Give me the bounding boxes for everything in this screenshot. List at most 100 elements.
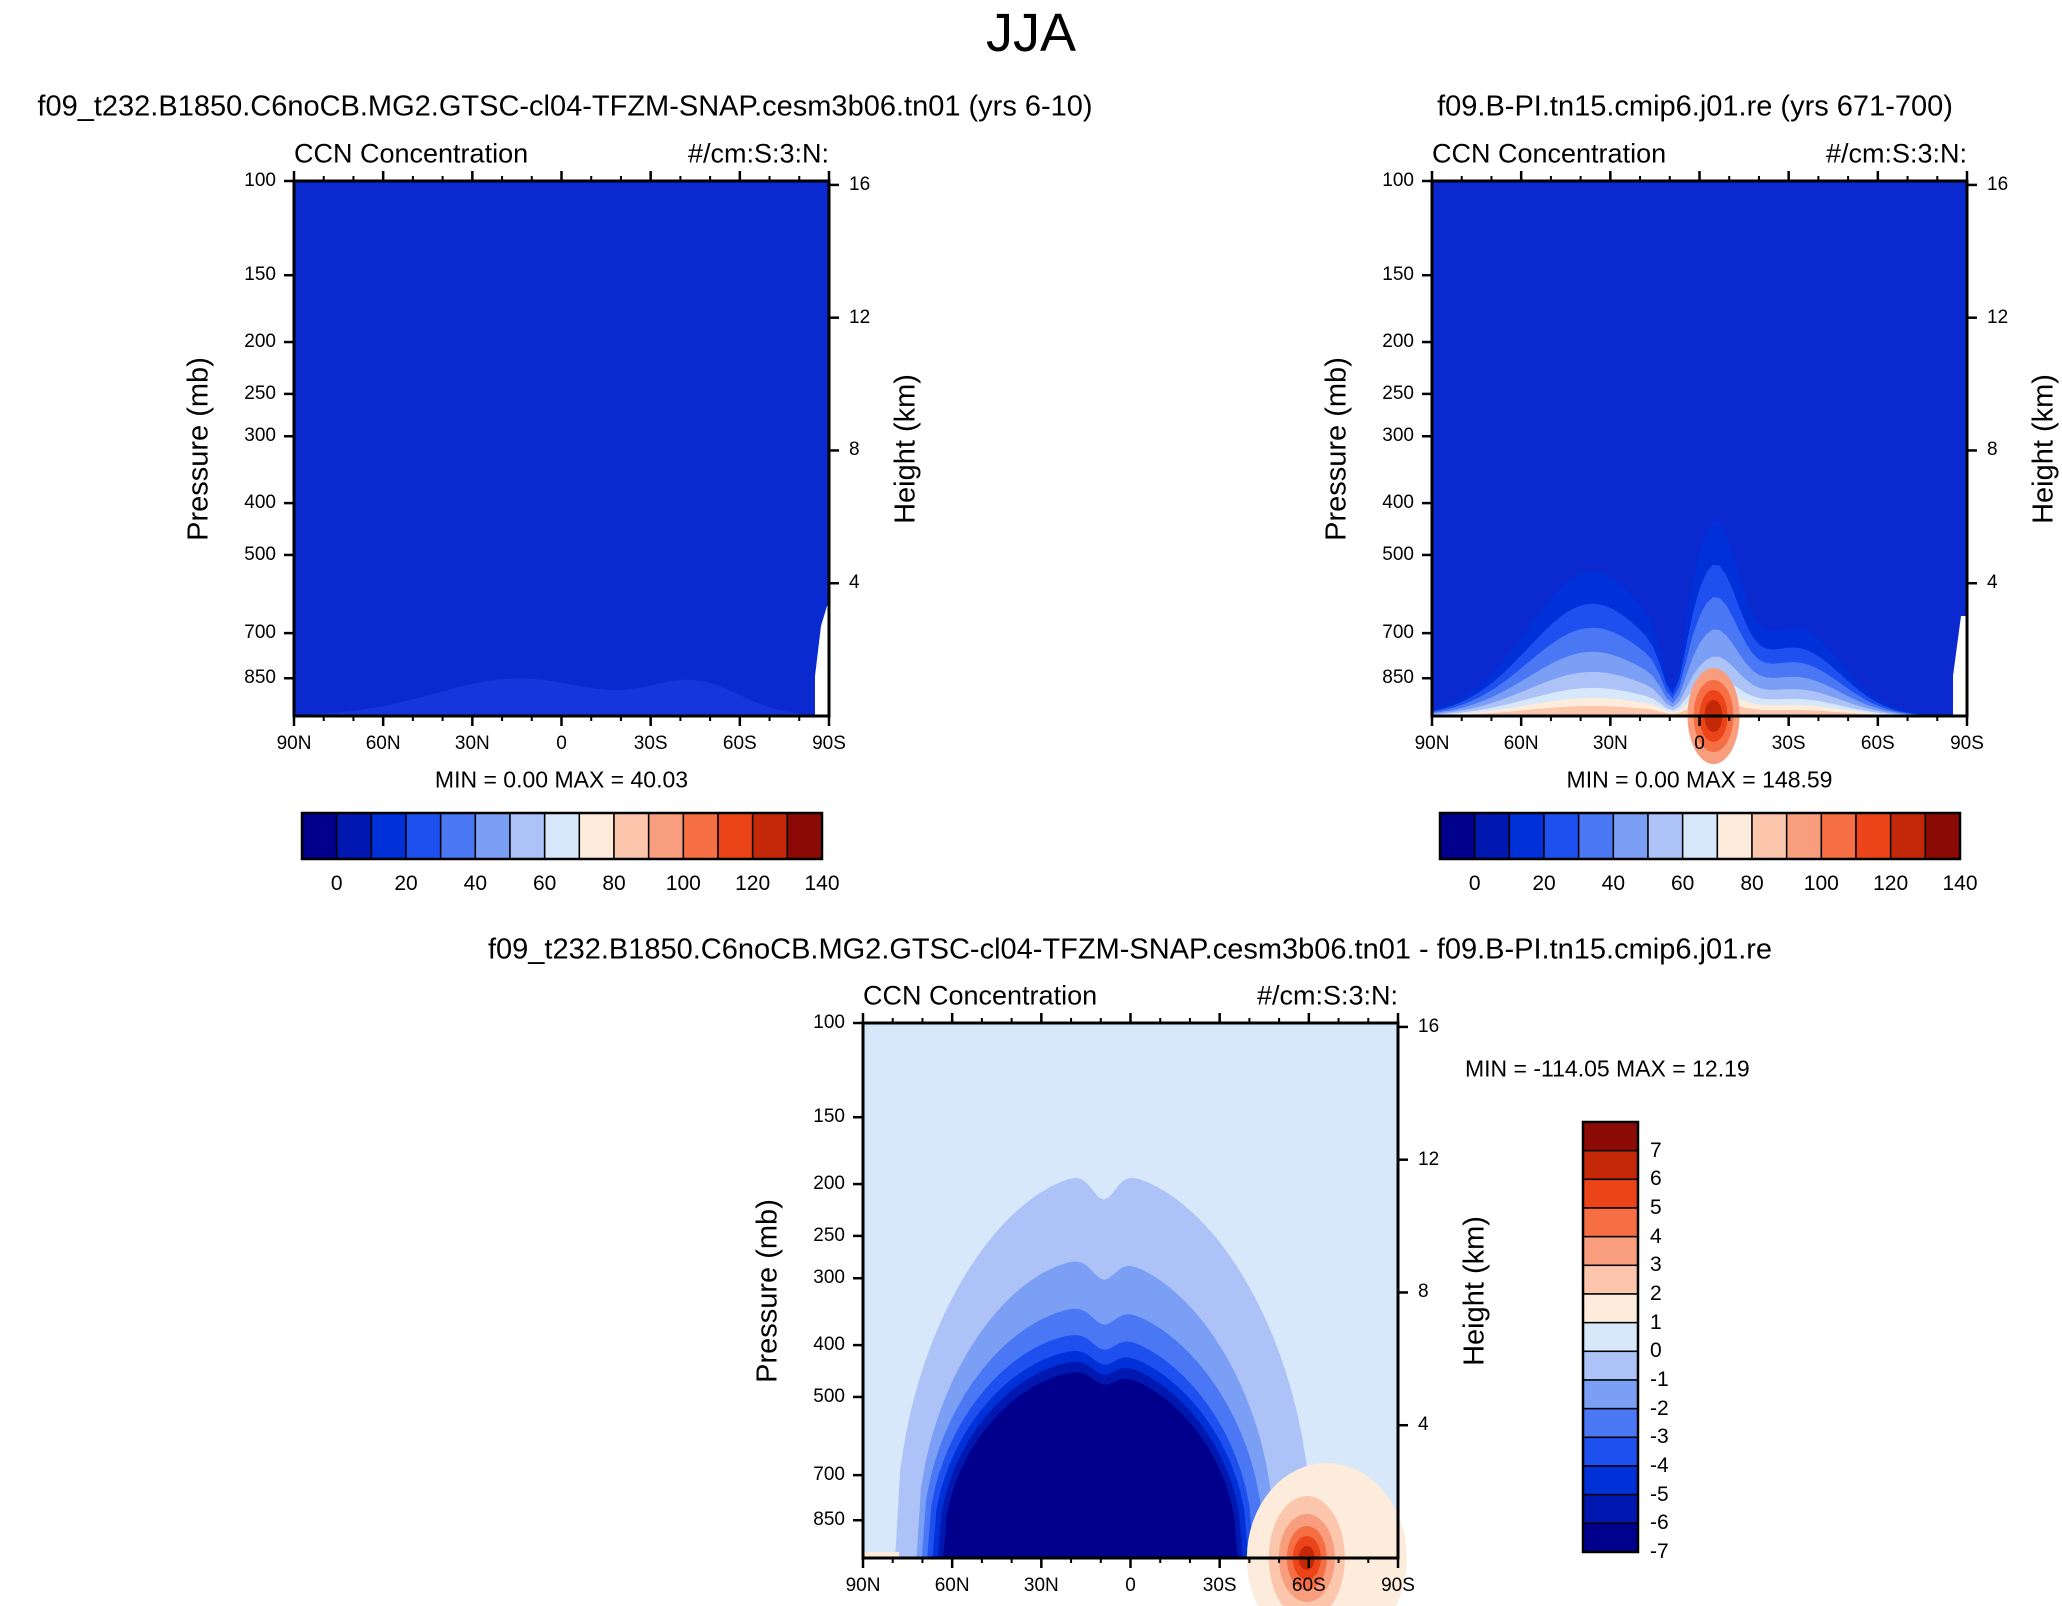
colorbar-box [1473, 812, 1511, 860]
colorbar-label: 80 [1740, 872, 1764, 895]
colorbar-box [578, 812, 615, 860]
season-title: JJA [985, 3, 1077, 63]
colorbar-label: 3 [1650, 1253, 1662, 1277]
y-tick-label: 400 [244, 492, 276, 514]
colorbar-label: 20 [394, 872, 418, 895]
y2-tick-label: 12 [849, 306, 871, 328]
x-tick-label: 60N [934, 1575, 970, 1596]
y2-tick-label: 16 [849, 173, 871, 195]
y-axis-label: Pressure (mb) [751, 1198, 784, 1383]
y-tick-label: 850 [244, 667, 276, 689]
minmax-label: MIN = 0.00 MAX = 40.03 [434, 766, 689, 793]
right-string: #/cm:S:3:N: [687, 138, 829, 169]
y2-tick-label: 16 [1418, 1015, 1440, 1037]
axes-layer [284, 171, 1977, 1568]
x-tick-label: 30N [1023, 1575, 1059, 1596]
colorbar-box [1577, 812, 1615, 860]
y-tick-label: 250 [813, 1224, 845, 1246]
x-tick-label: 30N [1592, 733, 1628, 754]
y-tick-label: 100 [244, 170, 276, 191]
left-string: CCN Concentration [863, 980, 1098, 1011]
colorbar-box [1582, 1149, 1639, 1181]
colorbar-box [1582, 1379, 1639, 1410]
y-tick-label: 250 [1382, 382, 1414, 404]
colorbar-box [1681, 812, 1719, 860]
panel-title: f09.B-PI.tn15.cmip6.j01.re (yrs 671-700) [1437, 90, 1953, 123]
y-tick-label: 500 [1382, 543, 1414, 565]
colorbar-box [1582, 1321, 1639, 1353]
x-tick-label: 90N [845, 1575, 881, 1596]
p3-nh-surface-band [863, 1552, 899, 1558]
y2-tick-label: 8 [1418, 1281, 1429, 1303]
colorbar-box [1543, 812, 1580, 860]
colorbar-box [405, 812, 442, 860]
y-tick-label: 400 [1382, 492, 1414, 514]
colorbar-label: 5 [1650, 1196, 1662, 1219]
colorbar-box [1582, 1121, 1639, 1152]
colorbar-box [717, 812, 754, 860]
y2-axis-label: Height (km) [2027, 373, 2060, 524]
colorbar-box [1716, 812, 1753, 860]
colorbar-box [1439, 812, 1476, 860]
y-tick-label: 100 [1382, 170, 1414, 191]
colorbar-box [613, 812, 650, 860]
left-string: CCN Concentration [294, 138, 529, 169]
y-tick-label: 850 [1382, 667, 1414, 689]
colorbar-box [439, 812, 477, 860]
colorbar-label: -2 [1650, 1396, 1669, 1420]
colorbar-label: 100 [665, 872, 701, 895]
colorbar-label: 120 [1873, 872, 1909, 895]
x-tick-label: 30S [1771, 733, 1806, 754]
colorbar-box [1820, 812, 1857, 860]
colorbar-label: -3 [1650, 1425, 1669, 1449]
colorbar-box [370, 812, 407, 860]
colorbar-box [1751, 812, 1788, 860]
p1-missing-data [815, 606, 829, 716]
x-tick-label: 90S [1950, 733, 1984, 754]
x-tick-label: 90N [1414, 733, 1450, 754]
p3-contour-band [943, 1372, 1238, 1558]
colorbar-box [1582, 1207, 1639, 1238]
colorbar-label: 0 [1468, 872, 1481, 895]
colorbar-box [786, 812, 823, 860]
colorbar-label: 0 [330, 872, 343, 895]
colorbar-box [1508, 812, 1545, 860]
colorbar-label: 7 [1650, 1138, 1662, 1162]
minmax-label: MIN = 0.00 MAX = 148.59 [1566, 766, 1833, 793]
p1-lowlevel-contour [294, 678, 829, 716]
colorbar-box [1582, 1407, 1639, 1439]
x-tick-label: 30S [1202, 1575, 1237, 1596]
minmax-label: MIN = -114.05 MAX = 12.19 [1465, 1055, 1750, 1082]
y-tick-label: 150 [244, 264, 276, 286]
y-axis-label: Pressure (mb) [182, 356, 215, 541]
y-tick-label: 200 [813, 1173, 845, 1195]
x-tick-label: 0 [556, 733, 567, 754]
colorbar-box [1785, 812, 1823, 860]
x-tick-label: 60S [722, 733, 757, 754]
panel-title: f09_t232.B1850.C6noCB.MG2.GTSC-cl04-TFZM… [37, 90, 1093, 123]
y-tick-label: 700 [244, 622, 276, 644]
y-tick-label: 100 [813, 1012, 845, 1033]
right-string: #/cm:S:3:N: [1256, 980, 1398, 1011]
p2-missing-data [1953, 616, 1967, 716]
colorbar-label: 140 [804, 872, 840, 895]
x-tick-label: 30N [454, 733, 490, 754]
panel-title: f09_t232.B1850.C6noCB.MG2.GTSC-cl04-TFZM… [487, 933, 1773, 966]
y-tick-label: 500 [813, 1385, 845, 1407]
colorbar-label: -1 [1650, 1368, 1669, 1391]
colorbar-box [1582, 1235, 1639, 1267]
colorbar-box [1582, 1465, 1639, 1496]
colorbar-label: 1 [1650, 1310, 1662, 1334]
colorbar-label: 140 [1942, 872, 1978, 895]
x-tick-label: 60N [1503, 733, 1539, 754]
y-tick-label: 200 [1382, 331, 1414, 353]
y-tick-label: 250 [244, 382, 276, 404]
colorbar-box [1924, 812, 1961, 860]
panel1-fill [294, 181, 829, 716]
colorbar-label: 2 [1650, 1282, 1662, 1305]
x-tick-label: 60N [365, 733, 401, 754]
x-tick-label: 60S [1860, 733, 1895, 754]
y-axis-label: Pressure (mb) [1320, 356, 1353, 541]
colorbar-box [1582, 1493, 1639, 1525]
x-tick-label: 60S [1291, 1575, 1326, 1596]
